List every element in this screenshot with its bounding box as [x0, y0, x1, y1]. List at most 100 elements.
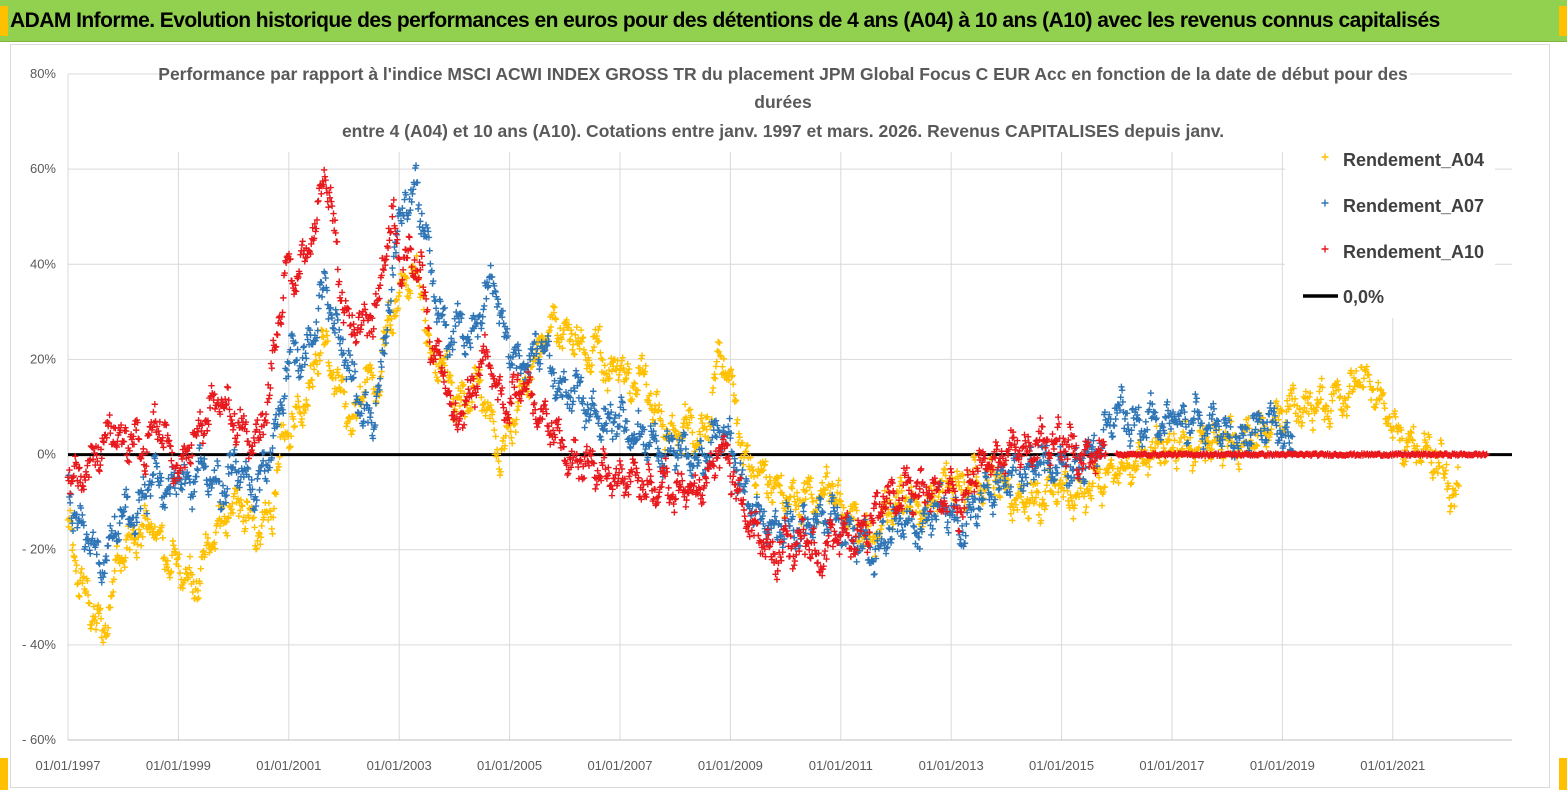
data-point-Rendement_A04: [308, 376, 316, 384]
data-point-Rendement_A10: [507, 395, 514, 402]
data-point-Rendement_A04: [159, 534, 166, 542]
data-point-Rendement_A07: [495, 300, 502, 308]
data-point-Rendement_A04: [1344, 403, 1351, 411]
data-point-Rendement_A04: [1404, 439, 1411, 446]
data-point-Rendement_A07: [313, 318, 320, 326]
data-point-Rendement_A04: [349, 427, 357, 434]
data-point-Rendement_A04: [1436, 463, 1443, 470]
data-point-Rendement_A04: [669, 412, 676, 419]
data-point-Rendement_A04: [1170, 430, 1177, 438]
data-point-Rendement_A07: [86, 547, 93, 554]
data-point-Rendement_A10: [376, 282, 384, 289]
data-point-Rendement_A07: [324, 301, 331, 308]
data-point-Rendement_A04: [742, 448, 750, 455]
data-point-Rendement_A04: [837, 498, 845, 505]
data-point-Rendement_A07: [399, 205, 406, 212]
data-point-Rendement_A04: [1366, 378, 1373, 385]
data-point-Rendement_A07: [487, 262, 494, 269]
data-point-Rendement_A07: [212, 475, 220, 482]
data-point-Rendement_A04: [515, 403, 522, 410]
data-point-Rendement_A04: [82, 587, 90, 595]
data-point-Rendement_A07: [103, 557, 110, 564]
data-point-Rendement_A04: [577, 326, 585, 334]
data-point-Rendement_A04: [472, 364, 479, 372]
data-point-Rendement_A07: [899, 526, 906, 534]
data-point-Rendement_A04: [1263, 443, 1270, 450]
data-point-Rendement_A07: [694, 462, 701, 470]
data-point-Rendement_A04: [1025, 515, 1033, 522]
data-point-Rendement_A07: [126, 515, 133, 523]
data-point-Rendement_A04: [725, 376, 733, 384]
data-point-Rendement_A04: [689, 429, 696, 436]
data-point-Rendement_A04: [559, 331, 567, 338]
data-point-Rendement_A04: [153, 535, 160, 543]
data-point-Rendement_A10: [481, 331, 489, 339]
data-point-Rendement_A04: [601, 362, 608, 369]
data-point-Rendement_A04: [898, 487, 906, 495]
data-point-Rendement_A04: [927, 482, 934, 490]
data-point-Rendement_A04: [369, 372, 377, 379]
data-point-Rendement_A04: [1413, 442, 1421, 450]
data-point-Rendement_A07: [161, 504, 169, 511]
data-point-Rendement_A04: [394, 305, 402, 312]
data-point-Rendement_A04: [1096, 466, 1104, 473]
data-point-Rendement_A04: [1083, 503, 1090, 511]
data-point-Rendement_A07: [214, 462, 222, 469]
data-point-Rendement_A04: [752, 482, 760, 489]
data-point-Rendement_A04: [615, 371, 623, 379]
data-point-Rendement_A07: [387, 297, 395, 305]
data-point-Rendement_A04: [448, 379, 456, 386]
data-point-Rendement_A04: [458, 396, 465, 403]
data-point-Rendement_A04: [1273, 398, 1280, 405]
data-point-Rendement_A07: [610, 418, 618, 426]
data-point-Rendement_A07: [327, 304, 334, 312]
data-point-Rendement_A10: [186, 459, 194, 466]
data-point-Rendement_A07: [83, 531, 90, 538]
data-point-Rendement_A07: [493, 303, 501, 311]
data-point-Rendement_A07: [281, 392, 288, 400]
data-point-Rendement_A04: [1224, 443, 1231, 450]
data-point-Rendement_A04: [174, 554, 181, 562]
data-point-Rendement_A04: [1327, 407, 1335, 415]
data-point-Rendement_A07: [976, 505, 984, 513]
data-point-Rendement_A04: [567, 326, 575, 334]
data-point-Rendement_A04: [71, 557, 79, 564]
data-point-Rendement_A04: [790, 477, 797, 484]
data-point-Rendement_A10: [608, 482, 615, 489]
data-point-Rendement_A04: [1340, 408, 1348, 415]
data-point-Rendement_A10: [372, 290, 380, 298]
data-point-Rendement_A07: [247, 491, 255, 498]
data-point-Rendement_A10: [789, 565, 796, 572]
data-point-Rendement_A04: [151, 523, 159, 531]
data-point-Rendement_A07: [424, 224, 431, 232]
data-point-Rendement_A07: [346, 351, 354, 359]
data-point-Rendement_A07: [480, 302, 488, 310]
data-point-Rendement_A10: [616, 457, 624, 465]
data-point-Rendement_A04: [594, 338, 601, 345]
data-point-Rendement_A04: [835, 477, 842, 484]
data-point-Rendement_A04: [402, 281, 410, 289]
data-point-Rendement_A10: [645, 461, 652, 468]
data-point-Rendement_A04: [1070, 505, 1078, 512]
data-point-Rendement_A04: [395, 292, 403, 300]
data-point-Rendement_A07: [336, 326, 343, 334]
data-point-Rendement_A04: [709, 389, 716, 396]
data-point-Rendement_A07: [322, 274, 329, 282]
data-point-Rendement_A10: [594, 467, 601, 474]
corner-mark-bottom-left: [0, 758, 8, 790]
data-point-Rendement_A07: [252, 502, 260, 510]
data-point-Rendement_A07: [1134, 415, 1142, 423]
data-point-Rendement_A04: [568, 330, 575, 338]
data-point-Rendement_A04: [1302, 388, 1310, 395]
data-point-Rendement_A07: [111, 513, 118, 520]
data-point-Rendement_A04: [425, 332, 433, 339]
data-point-Rendement_A04: [1418, 459, 1425, 466]
data-point-Rendement_A04: [284, 429, 291, 437]
x-tick-label: 01/01/2013: [919, 758, 984, 773]
data-point-Rendement_A04: [552, 316, 560, 323]
data-point-Rendement_A04: [1171, 437, 1178, 444]
data-point-Rendement_A07: [584, 401, 591, 408]
data-point-Rendement_A04: [366, 361, 374, 369]
data-point-Rendement_A04: [334, 366, 342, 373]
data-point-Rendement_A04: [1300, 393, 1307, 401]
